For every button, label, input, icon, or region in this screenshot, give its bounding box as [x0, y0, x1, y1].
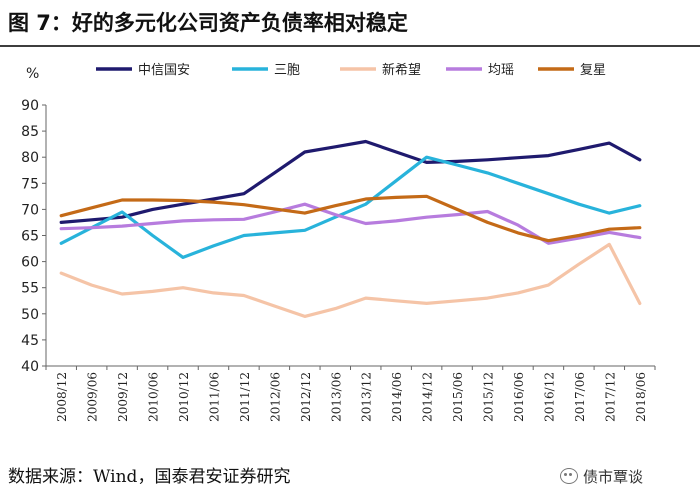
- wechat-icon: [560, 468, 578, 484]
- x-tick-label: 2018/06: [634, 372, 648, 422]
- y-tick-label: 45: [21, 333, 39, 349]
- y-tick-label: 80: [21, 150, 39, 166]
- x-tick-label: 2016/12: [542, 372, 556, 422]
- page-title: 图 7：好的多元化公司资产负债率相对稳定: [8, 11, 408, 35]
- x-tick-label: 2012/06: [268, 372, 282, 422]
- y-tick-label: 60: [21, 255, 39, 271]
- y-tick-label: 55: [21, 281, 39, 297]
- x-tick-label: 2014/06: [390, 372, 404, 422]
- x-tick-label: 2016/06: [512, 372, 526, 422]
- x-tick-label: 2017/12: [603, 372, 617, 422]
- x-tick-label: 2011/06: [207, 372, 221, 422]
- x-tick-label: 2010/12: [177, 372, 191, 422]
- x-tick-label: 2012/12: [299, 372, 313, 422]
- y-tick-label: 40: [21, 359, 39, 375]
- data-source-note: 数据来源：Wind，国泰君安证券研究: [8, 467, 291, 487]
- line-chart: % 40 45 50 55 60 65 70 75 80 85 90 2008/12 2009/06 200…: [21, 62, 656, 422]
- series-line: [59, 139, 642, 224]
- watermark-text: 债市覃谈: [583, 468, 644, 486]
- y-tick-label: 90: [21, 98, 39, 114]
- legend-label: 均瑶: [488, 63, 514, 78]
- y-tick-label: 50: [21, 307, 39, 323]
- x-tick-label: 2008/12: [55, 372, 69, 422]
- title-divider: [0, 45, 700, 47]
- x-tick-label: 2017/06: [573, 372, 587, 422]
- x-tick-label: 2015/06: [451, 372, 465, 422]
- x-tick-label: 2013/06: [329, 372, 343, 422]
- y-tick-label: 75: [21, 176, 39, 192]
- series-line: [59, 155, 642, 259]
- legend-label: 中信国安: [138, 63, 190, 78]
- x-tick-label: 2010/06: [147, 372, 161, 422]
- watermark-badge: 债市覃谈: [560, 466, 643, 488]
- x-tick-label: 2014/12: [421, 372, 435, 422]
- y-tick-label: 70: [21, 202, 39, 218]
- y-tick-label: 85: [21, 124, 39, 140]
- x-tick-label: 2015/12: [482, 372, 496, 422]
- series-line: [59, 194, 642, 243]
- x-tick-label: 2009/06: [86, 372, 100, 422]
- y-axis-unit-label: %: [26, 66, 39, 82]
- y-tick-label: 65: [21, 229, 39, 245]
- x-tick-label: 2013/12: [360, 372, 374, 422]
- x-tick-label: 2009/12: [116, 372, 130, 422]
- series-line: [59, 242, 642, 318]
- legend-label: 三胞: [274, 63, 300, 78]
- legend-label: 新希望: [382, 62, 421, 78]
- x-tick-label: 2011/12: [238, 372, 252, 422]
- legend-label: 复星: [580, 63, 606, 78]
